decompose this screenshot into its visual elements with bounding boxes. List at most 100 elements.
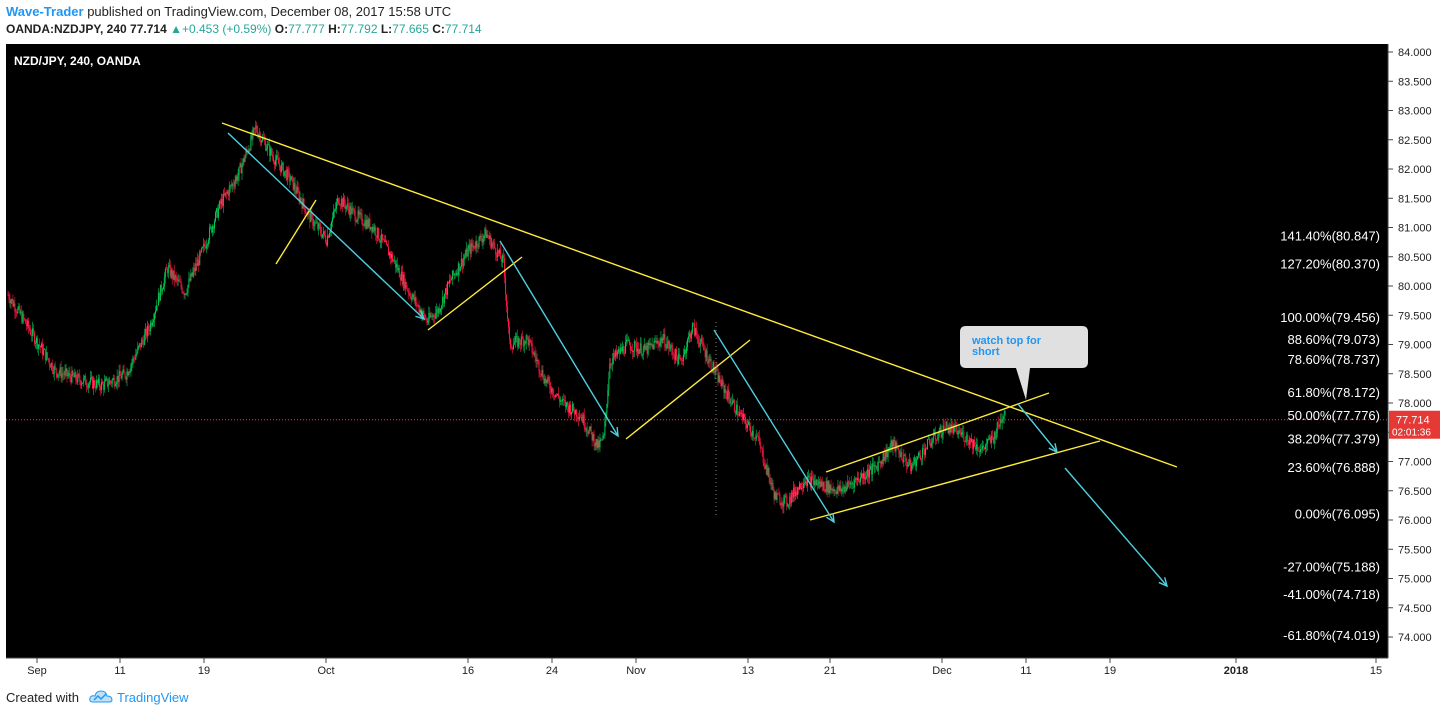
candle-body: [732, 400, 734, 404]
candle-body: [297, 186, 299, 192]
x-axis[interactable]: Sep 11 19 Oct 16 24 Nov 13 21 Dec 11 19 2018 15: [6, 657, 1388, 677]
candle-body: [966, 434, 968, 442]
candle-body: [577, 417, 579, 420]
candle-body: [150, 322, 152, 332]
candle-body: [949, 428, 951, 433]
candle-body: [190, 272, 192, 281]
candle-body: [404, 282, 406, 289]
candle-body: [153, 320, 155, 323]
candle-body: [883, 452, 885, 461]
candle-body: [79, 375, 81, 381]
candle-body: [10, 300, 12, 304]
candle-body: [958, 430, 960, 434]
candle-body: [808, 475, 810, 477]
y-tick-label: 83.000: [1398, 106, 1432, 118]
candle-body: [491, 243, 493, 248]
candle-body: [596, 438, 598, 448]
candle-body: [925, 448, 927, 450]
candle-body: [362, 223, 364, 226]
fib-level-label: -41.00%(74.718): [1283, 587, 1380, 602]
candle-body: [21, 311, 23, 323]
candle-body: [837, 485, 839, 490]
candle-body: [754, 437, 756, 440]
candle-body: [230, 185, 232, 187]
candle-body: [74, 372, 76, 378]
candle-body: [786, 495, 788, 506]
candle-body: [151, 322, 153, 326]
candle-body: [397, 267, 399, 271]
candle-body: [423, 310, 425, 315]
price-change: +0.453 (+0.59%): [181, 22, 272, 36]
candle-body: [294, 183, 296, 191]
candle-body: [81, 383, 83, 386]
candle-body: [850, 482, 852, 485]
candle-body: [318, 223, 320, 230]
x-tick-label: Sep: [27, 665, 47, 677]
author-link[interactable]: Wave-Trader: [6, 4, 84, 19]
candle-body: [187, 284, 189, 293]
drawings-layer: [6, 122, 1388, 588]
candle-body: [98, 378, 100, 387]
candle-body: [208, 240, 210, 245]
candle-body: [227, 191, 229, 196]
candle-body: [935, 439, 937, 441]
candle-body: [207, 244, 209, 246]
candle-body: [979, 450, 981, 453]
candle-body: [409, 292, 411, 298]
y-axis[interactable]: 84.000 83.500 83.000 82.500 82.000 81.500 81.0…: [1387, 44, 1440, 658]
candle-body: [521, 336, 523, 339]
candle-body: [867, 469, 869, 478]
candle-body: [973, 439, 975, 449]
candle-body: [124, 372, 126, 378]
candle-body: [734, 400, 736, 412]
candle-body: [7, 294, 9, 296]
candle-body: [618, 349, 620, 352]
candle-body: [657, 341, 659, 345]
candle-body: [922, 448, 923, 459]
candle-body: [12, 299, 14, 307]
candle-body: [88, 384, 90, 388]
candle-body: [354, 210, 356, 222]
candle-body: [544, 378, 546, 384]
candle-body: [1004, 411, 1006, 414]
candle-body: [897, 448, 899, 450]
candle-body: [209, 227, 211, 241]
candle-body: [666, 343, 668, 349]
candle-body: [427, 321, 429, 323]
candle-body: [385, 240, 387, 242]
candle-body: [585, 428, 587, 430]
candle-body: [447, 282, 449, 295]
plot-area[interactable]: [6, 44, 1388, 658]
candle-body: [216, 208, 218, 218]
fib-level-label: -27.00%(75.188): [1283, 560, 1380, 575]
candle-body: [8, 294, 10, 300]
candle-body: [13, 303, 15, 307]
candle-body: [903, 454, 905, 463]
candle-body: [584, 427, 586, 430]
candle-body: [628, 339, 630, 346]
candle-body: [538, 361, 540, 372]
candle-body: [532, 352, 534, 354]
candle-body: [875, 466, 877, 467]
candle-body: [439, 308, 441, 313]
price-chart[interactable]: 141.40%(80.847) 127.20%(80.370) 100.00%(79…: [0, 44, 1440, 683]
current-price-label: 77.714: [1396, 415, 1430, 427]
candle-body: [829, 484, 831, 494]
candle-body: [253, 127, 255, 130]
y-tick-label: 79.500: [1398, 310, 1432, 322]
candle-body: [489, 235, 491, 239]
tradingview-link[interactable]: TradingView: [117, 690, 189, 705]
candle-body: [479, 235, 481, 237]
candle-body: [686, 347, 687, 354]
candle-body: [83, 377, 85, 383]
candle-body: [490, 235, 492, 248]
candle-body: [347, 203, 349, 209]
candle-body: [483, 235, 485, 239]
candle-body: [455, 272, 457, 275]
candle-body: [240, 163, 242, 174]
candle-body: [80, 380, 82, 386]
candle-body: [139, 343, 141, 346]
candle-body: [119, 370, 121, 376]
candle-body: [63, 374, 65, 376]
candle-body: [798, 487, 800, 490]
